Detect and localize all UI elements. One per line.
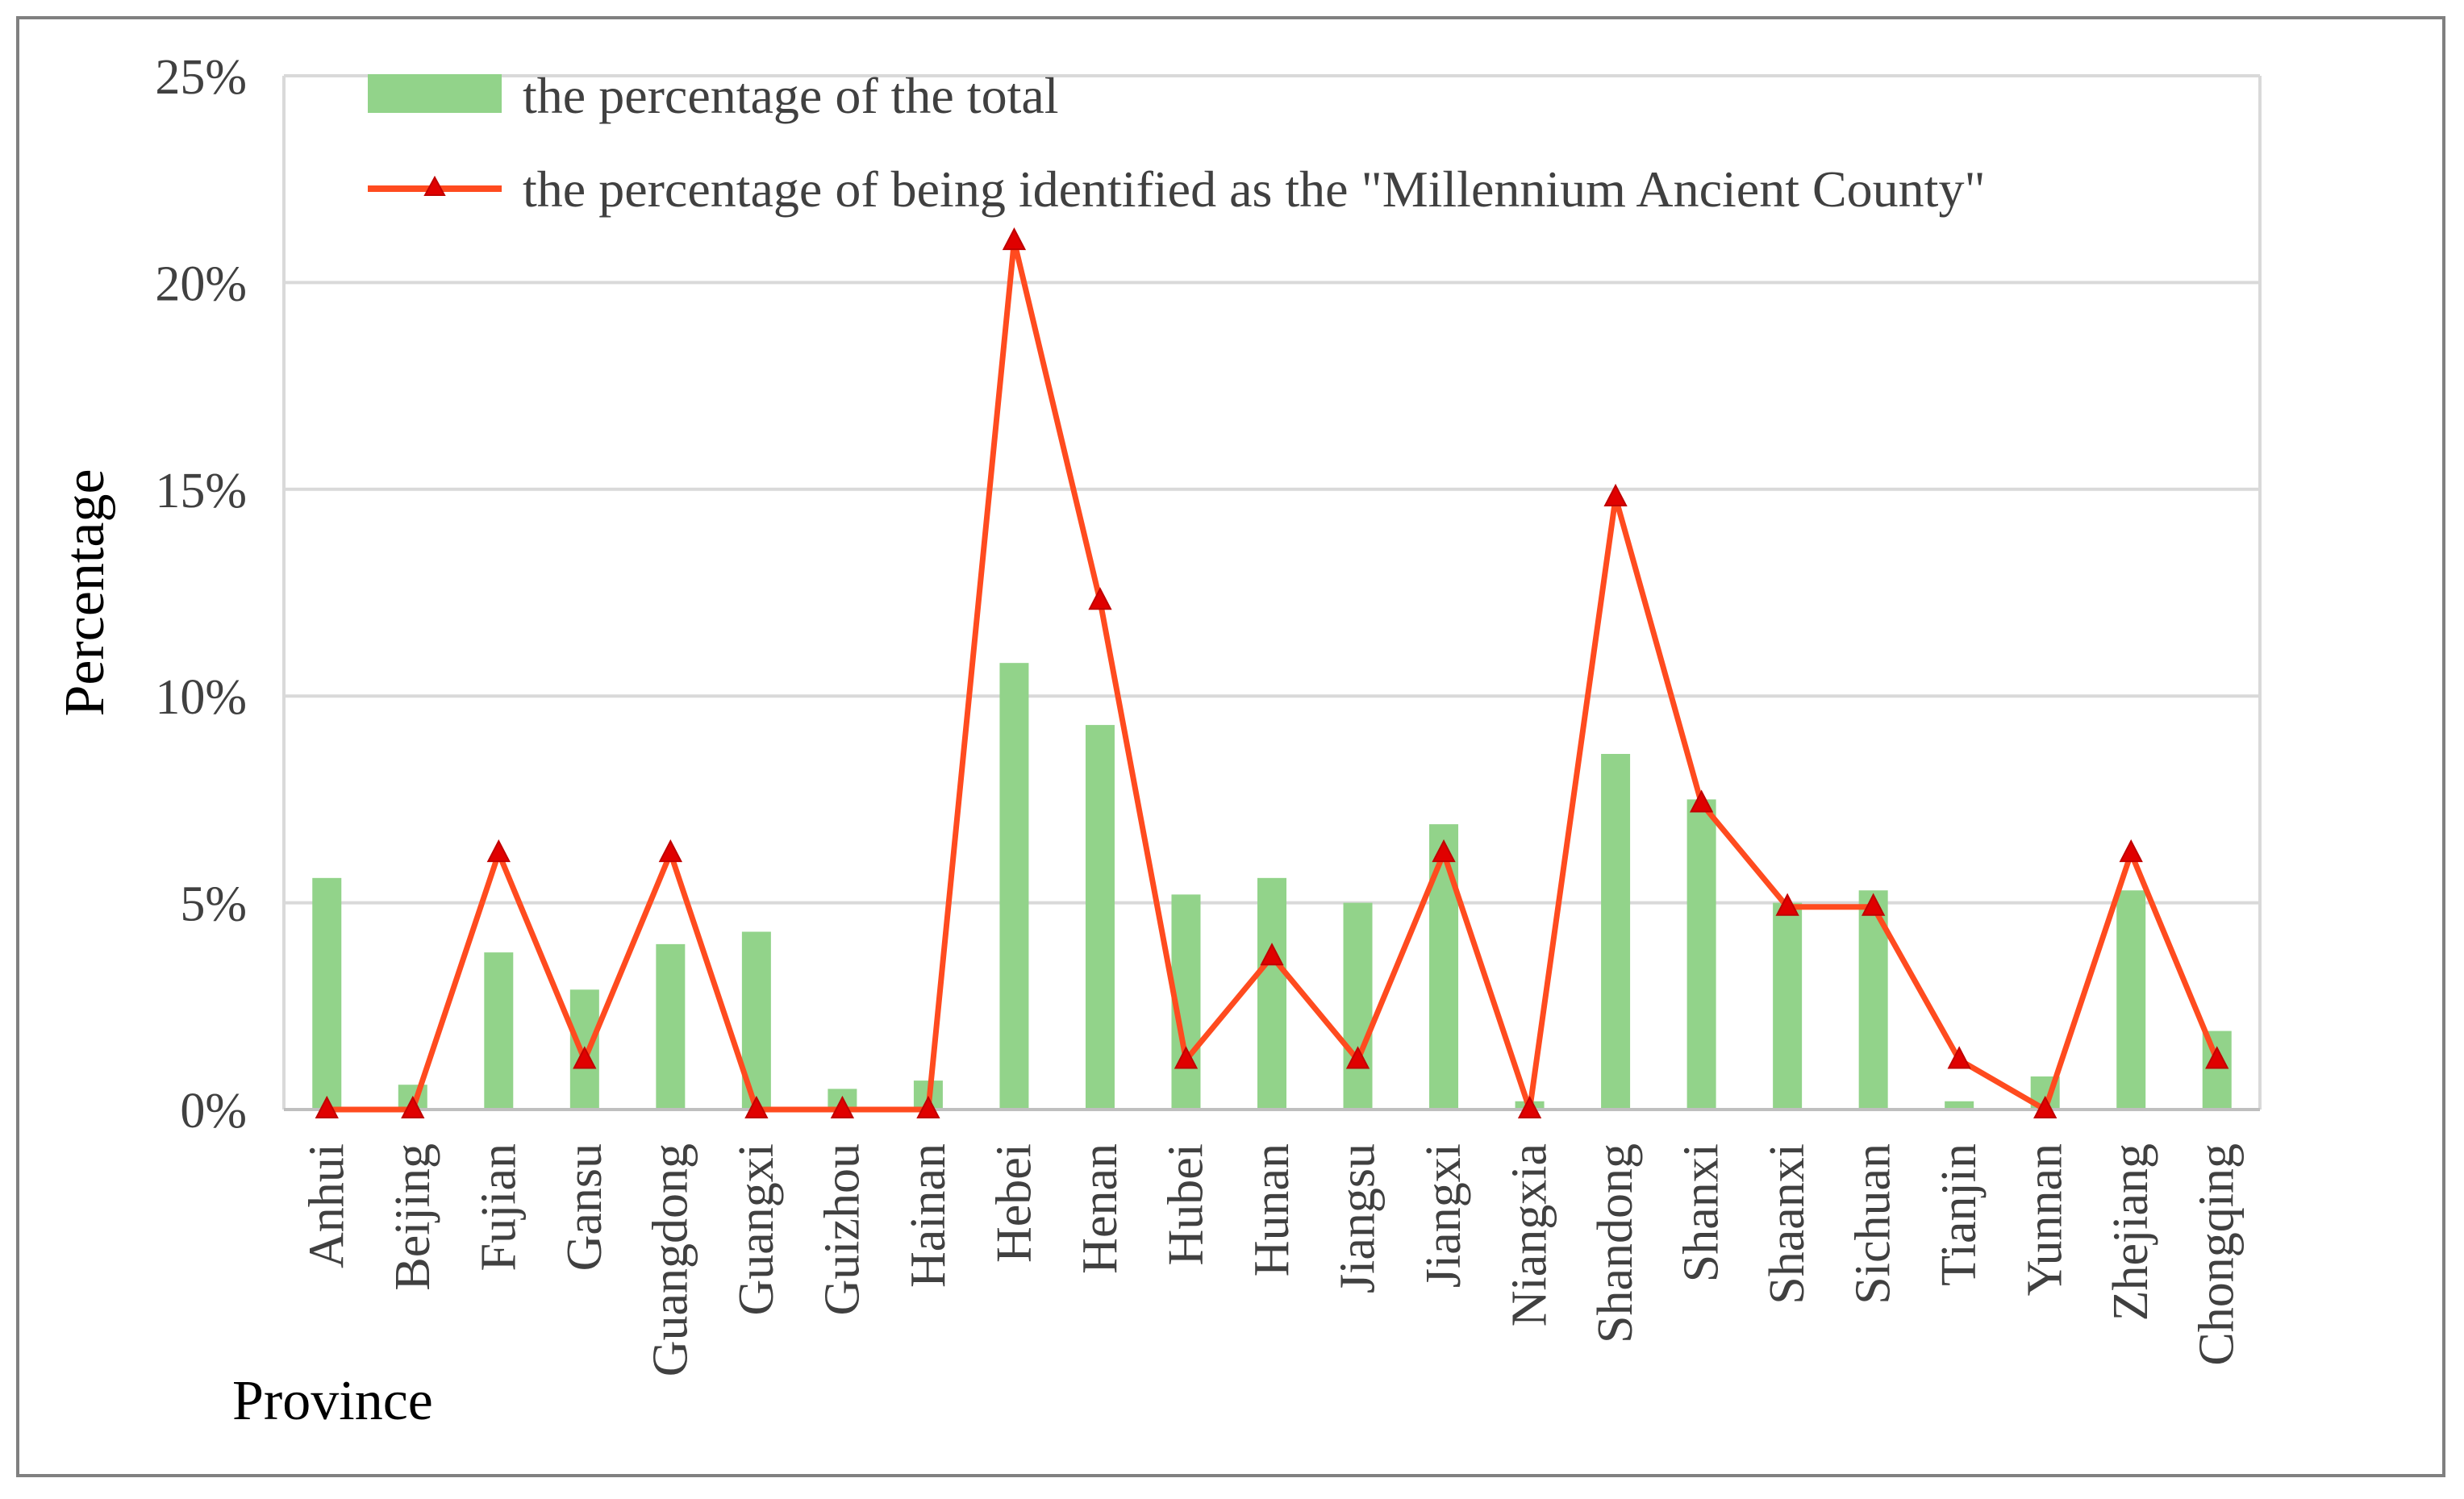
x-tick-label: Fujian bbox=[471, 1143, 526, 1271]
x-tick-label: Hubei bbox=[1158, 1143, 1213, 1266]
x-tick-label: Sichuan bbox=[1846, 1143, 1901, 1305]
bar bbox=[1257, 877, 1286, 1110]
legend-bar-label: the percentage of the total bbox=[523, 67, 1059, 124]
y-tick-label: 20% bbox=[155, 256, 247, 311]
y-tick-label: 10% bbox=[155, 670, 247, 725]
bar bbox=[312, 877, 342, 1110]
line-marker bbox=[744, 1095, 769, 1118]
bar bbox=[1686, 799, 1716, 1110]
line-marker bbox=[1689, 789, 1714, 813]
bar bbox=[484, 952, 514, 1110]
legend-bar-swatch bbox=[368, 74, 502, 113]
line-marker bbox=[916, 1095, 940, 1118]
y-tick-labels: 0% 5% 10% 15% 20% 25% bbox=[155, 50, 247, 1139]
line-series bbox=[315, 227, 2229, 1118]
x-tick-label: Shanxi bbox=[1674, 1143, 1729, 1282]
line-marker bbox=[1517, 1095, 1542, 1118]
line-marker bbox=[315, 1095, 339, 1118]
bar-series bbox=[312, 663, 2232, 1110]
x-tick-label: Guizhou bbox=[815, 1143, 869, 1316]
line-marker bbox=[1603, 483, 1628, 507]
line-marker bbox=[1947, 1046, 1971, 1069]
line-marker bbox=[1862, 893, 1886, 916]
x-tick-label: Guangxi bbox=[729, 1143, 784, 1316]
line-marker bbox=[830, 1095, 855, 1118]
line-marker bbox=[1002, 227, 1027, 251]
x-tick-label: Jiangsu bbox=[1331, 1143, 1386, 1293]
line-marker bbox=[1260, 943, 1284, 966]
bar bbox=[2116, 890, 2146, 1110]
x-axis-title: Province bbox=[232, 1370, 433, 1432]
x-tick-label: Gansu bbox=[557, 1143, 612, 1271]
legend: the percentage of the total the percenta… bbox=[368, 67, 1986, 218]
line-marker bbox=[658, 839, 682, 863]
chart-frame bbox=[16, 16, 2445, 1477]
x-tick-label: Shaanxi bbox=[1760, 1143, 1815, 1305]
bar bbox=[656, 943, 686, 1110]
x-tick-label: Tianjin bbox=[1932, 1143, 1987, 1286]
bar bbox=[999, 663, 1029, 1110]
x-tick-label: Guangdong bbox=[643, 1143, 698, 1376]
y-tick-label: 15% bbox=[155, 464, 247, 518]
y-tick-label: 5% bbox=[180, 877, 247, 932]
bar bbox=[1343, 902, 1373, 1110]
x-tick-label: Jiangxi bbox=[1416, 1143, 1471, 1288]
x-tick-label: Hainan bbox=[901, 1143, 956, 1288]
bar bbox=[2202, 1031, 2232, 1110]
x-tick-label: Hebei bbox=[986, 1143, 1041, 1263]
x-tick-label: Beijing bbox=[386, 1143, 440, 1291]
line-marker bbox=[1432, 839, 1456, 863]
gridlines bbox=[282, 74, 2262, 1111]
x-tick-label: Henan bbox=[1073, 1143, 1128, 1274]
x-tick-label: Yunnan bbox=[2018, 1143, 2073, 1296]
line-marker bbox=[2033, 1095, 2058, 1118]
legend-line-label: the percentage of being identified as th… bbox=[523, 160, 1986, 218]
line-marker bbox=[1775, 893, 1799, 916]
line-marker bbox=[1174, 1046, 1199, 1069]
line-marker bbox=[573, 1046, 597, 1069]
line-marker bbox=[1088, 587, 1112, 610]
bar bbox=[1945, 1101, 1974, 1110]
y-axis-title: Percentage bbox=[54, 468, 116, 716]
line-marker bbox=[401, 1095, 425, 1118]
x-tick-label: Chongqing bbox=[2190, 1143, 2245, 1366]
legend-line-marker bbox=[423, 175, 446, 196]
x-tick-label: Anhui bbox=[299, 1143, 354, 1268]
line-marker bbox=[1345, 1046, 1370, 1069]
y-tick-label: 0% bbox=[180, 1084, 247, 1139]
line-marker bbox=[2205, 1046, 2229, 1069]
line-marker bbox=[486, 839, 511, 863]
x-tick-labels: Anhui Beijing Fujian Gansu Guangdong Guangxi G… bbox=[299, 1143, 2244, 1376]
x-tick-label: Hunan bbox=[1245, 1143, 1299, 1276]
line-marker bbox=[2119, 839, 2143, 863]
bar bbox=[1429, 824, 1459, 1110]
y-tick-label: 25% bbox=[155, 50, 247, 105]
bar bbox=[1601, 753, 1631, 1110]
x-tick-label: Niangxia bbox=[1503, 1143, 1557, 1326]
bar bbox=[1085, 725, 1115, 1110]
bar bbox=[1773, 902, 1803, 1110]
x-tick-label: Shandong bbox=[1588, 1143, 1643, 1343]
x-tick-label: Zhejiang bbox=[2103, 1143, 2158, 1321]
